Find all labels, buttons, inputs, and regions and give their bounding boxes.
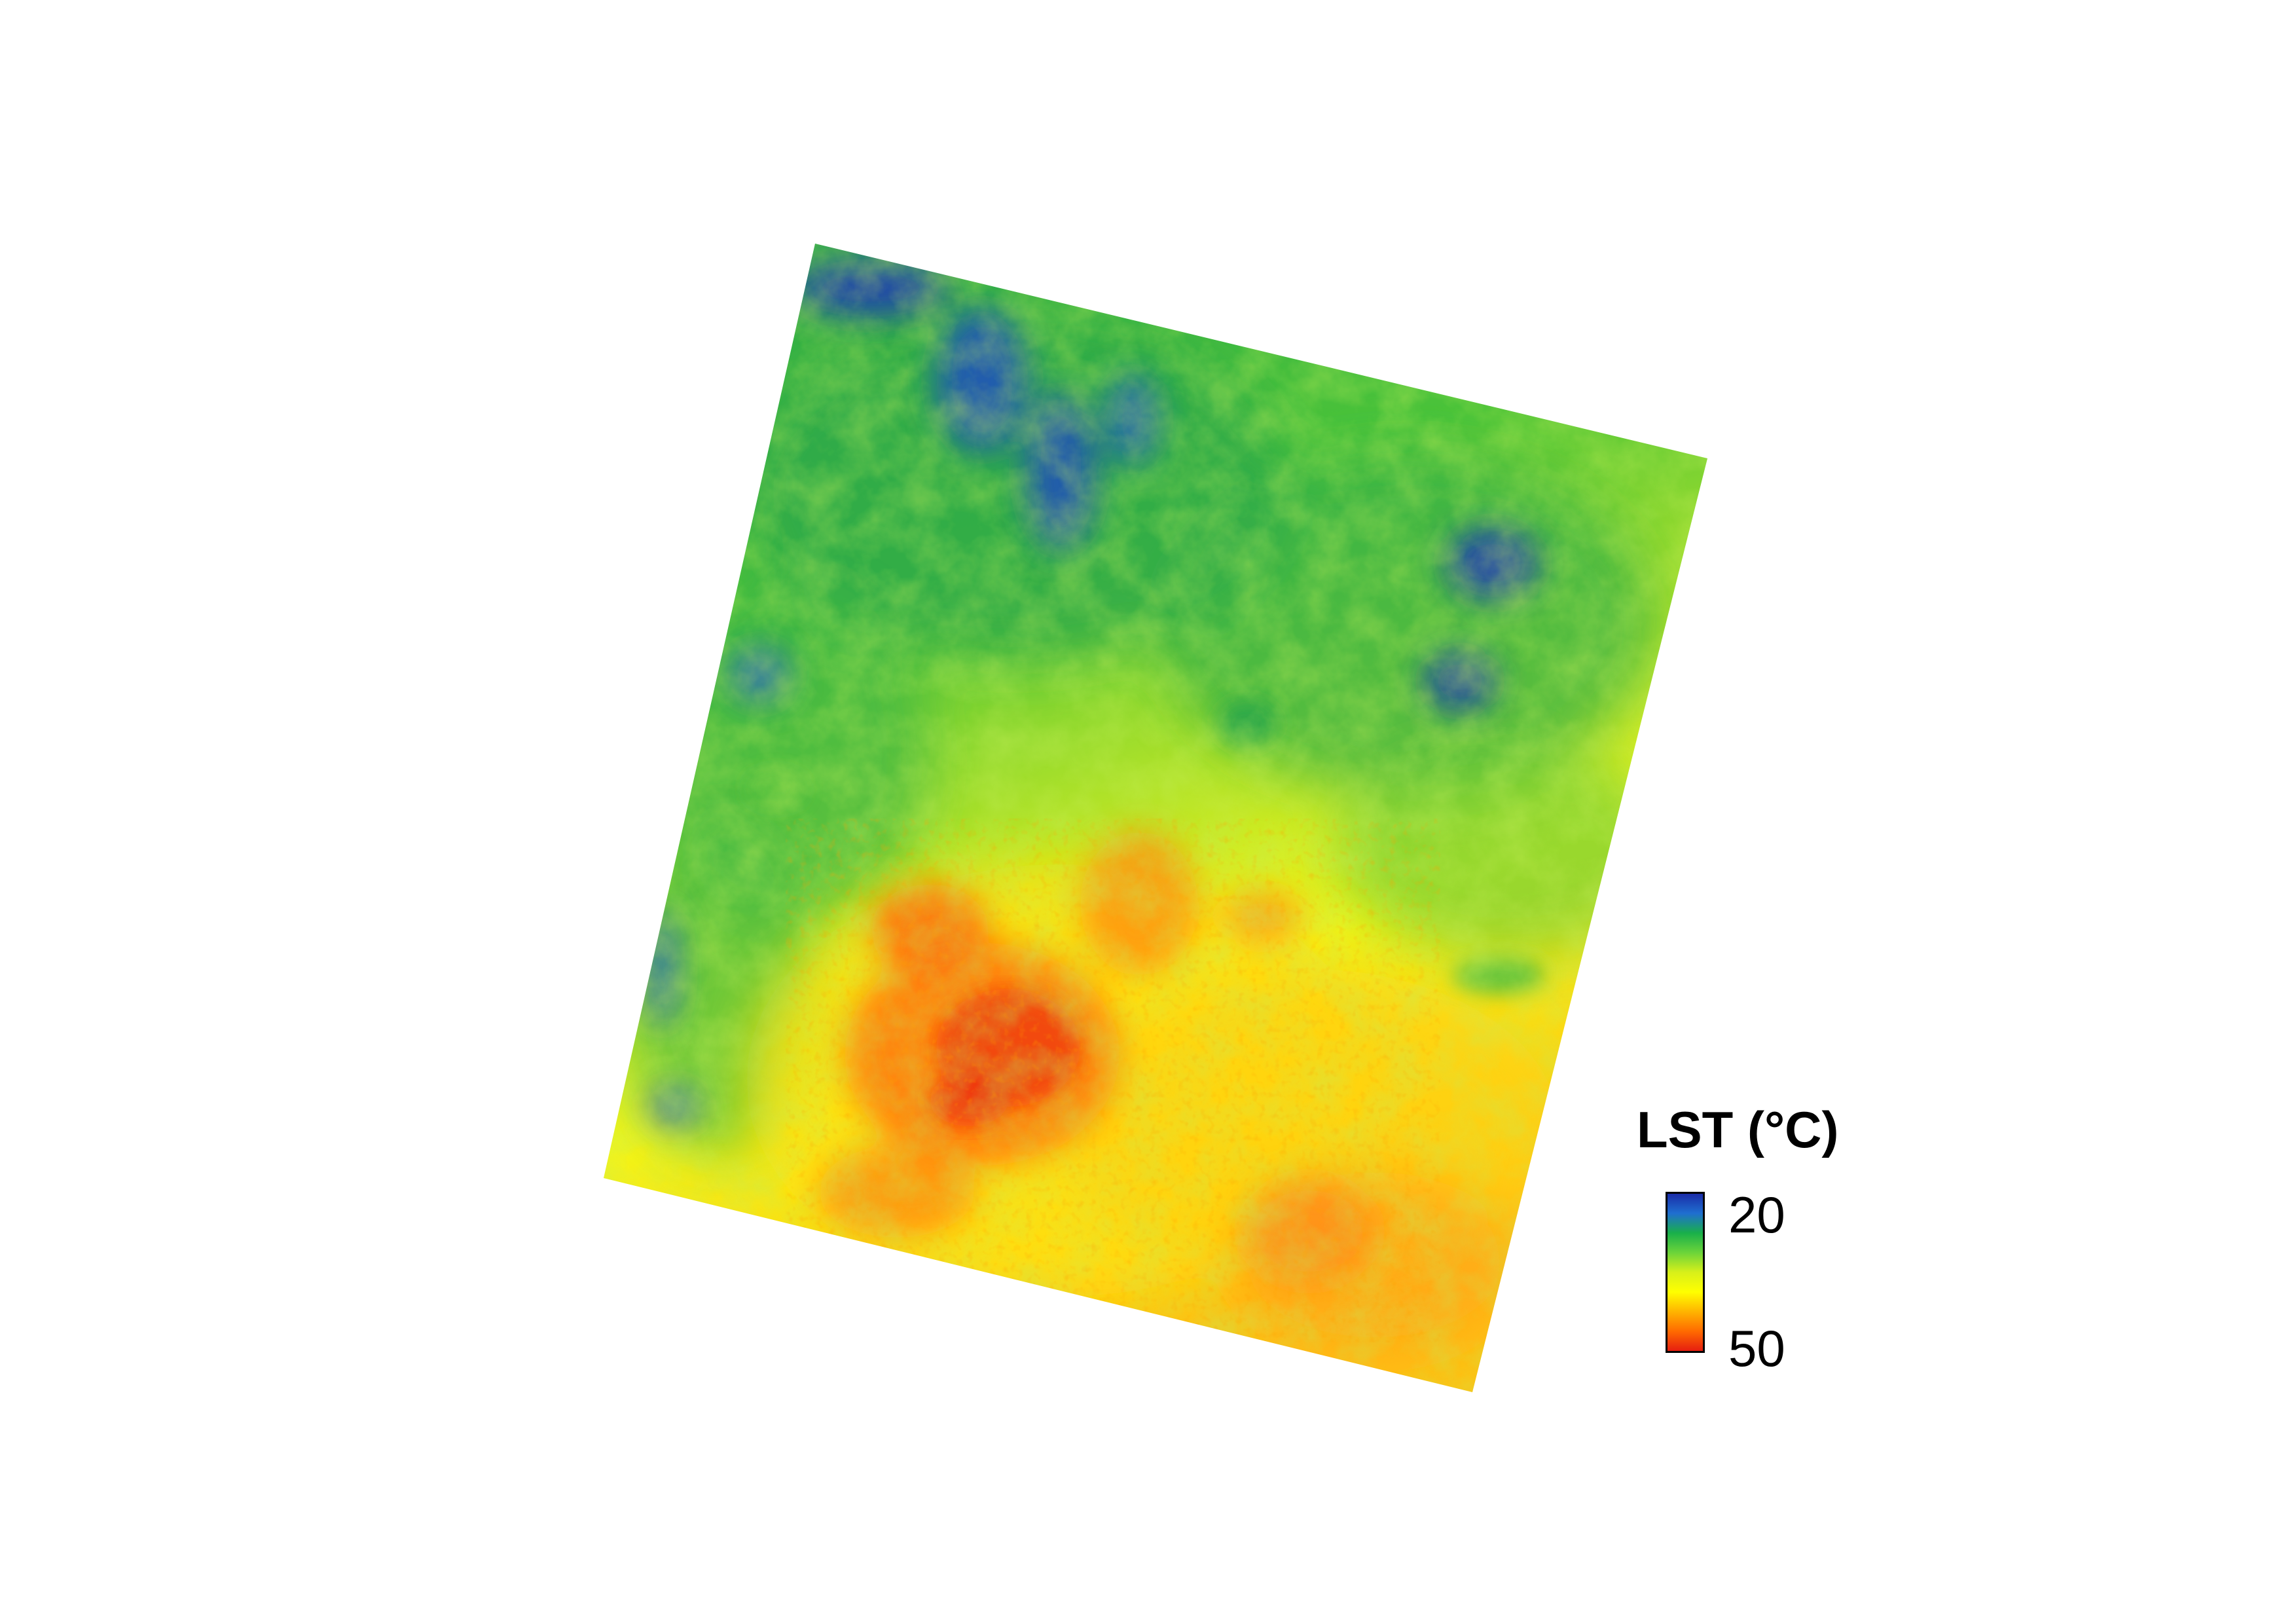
lst-raster: [604, 244, 1707, 1392]
map-legend: LST (°C) 20 50: [1630, 1100, 1853, 1388]
legend-title: LST (°C): [1637, 1101, 1839, 1158]
legend-color-bar: [1666, 1192, 1705, 1353]
legend-min-label: 20: [1728, 1186, 1785, 1244]
legend-max-label: 50: [1728, 1320, 1785, 1377]
